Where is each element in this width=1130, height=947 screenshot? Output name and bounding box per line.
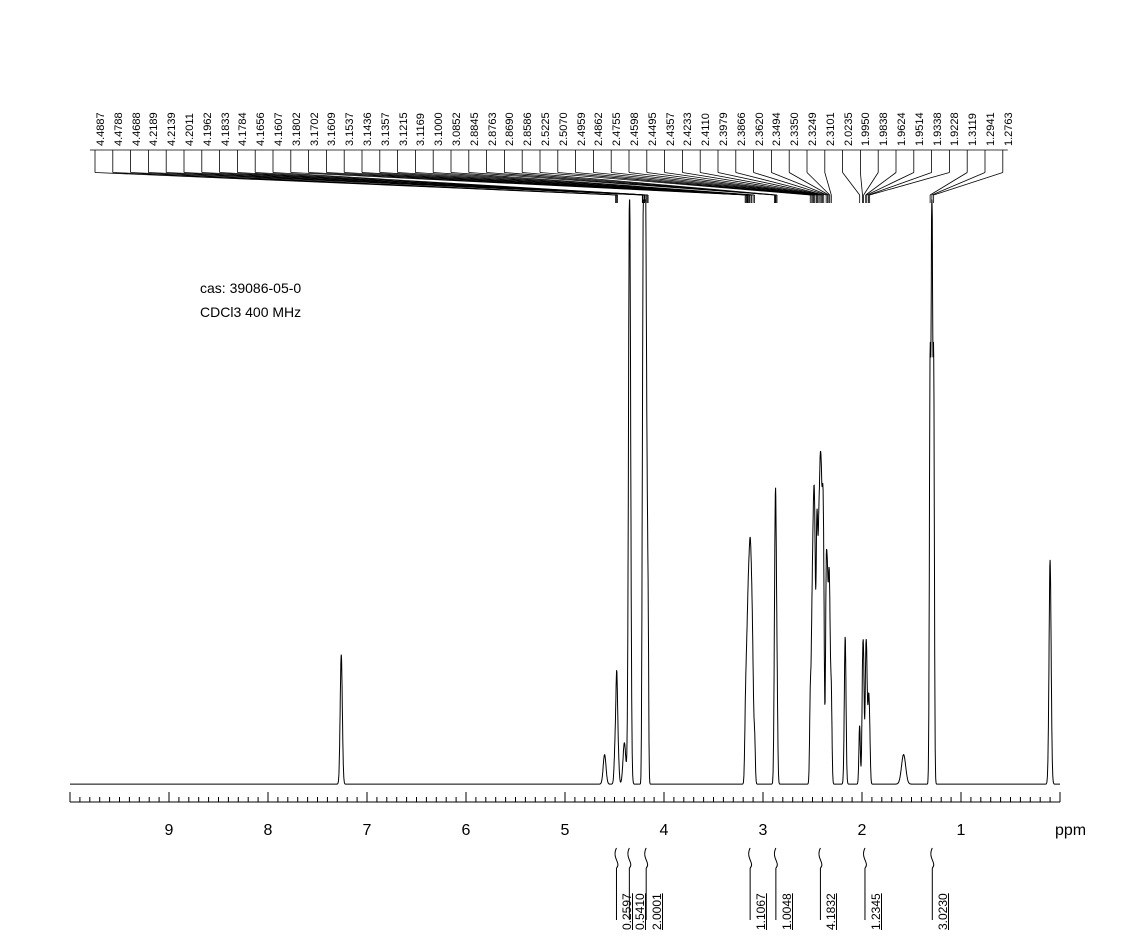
nmr-spectrum-page: cas: 39086-05-0 CDCl3 400 MHz ppm 4.4887… [0,0,1130,947]
peak-label: 4.2139 [166,112,178,146]
peak-label: 3.1802 [291,112,303,146]
peak-label: 3.1215 [398,112,410,146]
x-axis-tick-label: 8 [264,822,273,840]
peak-label: 4.1833 [220,112,232,146]
peak-label: 3.1537 [344,112,356,146]
peak-label: 1.2941 [985,112,997,146]
peak-label: 4.1656 [255,112,267,146]
peak-label: 2.4357 [665,112,677,146]
peak-label: 1.9624 [896,112,908,146]
peak-label: 2.4233 [682,112,694,146]
peak-label: 1.3119 [967,113,979,146]
x-axis-tick-label: 1 [957,822,966,840]
peak-label: 2.0235 [843,112,855,146]
peak-label: 3.1169 [415,113,427,146]
peak-label: 1.9950 [860,112,872,146]
peak-label: 2.3101 [825,112,837,146]
peak-label: 4.4887 [95,112,107,146]
peak-label: 4.2189 [148,112,160,146]
integral-label: 0.5410 [633,893,647,930]
peak-label: 1.9514 [914,112,926,146]
peak-label: 4.1962 [202,112,214,146]
peak-label: 2.4110 [700,113,712,146]
peak-label: 4.1607 [273,112,285,146]
peak-label: 2.3979 [718,112,730,146]
peak-label: 4.2011 [184,113,196,146]
solvent-freq-label: CDCl3 400 MHz [200,304,301,320]
x-axis-tick-label: 4 [660,822,669,840]
peak-label: 4.4788 [113,112,125,146]
peak-label: 2.3350 [789,112,801,146]
peak-label: 3.1702 [309,112,321,146]
x-axis-tick-label: 2 [858,822,867,840]
x-axis-unit: ppm [1055,822,1086,840]
peak-label: 2.3866 [736,112,748,146]
peak-label: 2.5070 [558,112,570,146]
peak-label: 3.1609 [326,112,338,146]
peak-label: 2.4959 [576,112,588,146]
integral-label: 3.0230 [936,893,950,930]
peak-label: 4.4688 [131,112,143,146]
integral-label: 1.0048 [780,893,794,930]
peak-label: 2.3620 [754,112,766,146]
peak-label: 3.1436 [362,112,374,146]
peak-label: 1.9338 [932,112,944,146]
peak-label: 2.3249 [807,112,819,146]
peak-label: 4.1784 [237,112,249,146]
peak-label: 2.4495 [647,112,659,146]
integral-label: 1.1067 [754,893,768,930]
peak-label: 1.9228 [949,112,961,146]
peak-label: 2.4598 [629,112,641,146]
peak-label: 3.0852 [451,112,463,146]
x-axis-tick-label: 3 [759,822,768,840]
peak-label: 2.3494 [771,112,783,146]
peak-label: 2.4862 [593,112,605,146]
integral-label: 2.0001 [650,893,664,930]
peak-label: 3.1000 [433,112,445,146]
integral-label: 4.1832 [824,893,838,930]
peak-label: 2.8586 [522,112,534,146]
cas-label: cas: 39086-05-0 [200,280,301,296]
peak-label: 3.1357 [380,112,392,146]
peak-label: 2.8690 [504,112,516,146]
peak-label: 2.8845 [469,112,481,146]
x-axis-tick-label: 9 [165,822,174,840]
peak-label: 2.4755 [611,112,623,146]
peak-label: 1.9838 [878,112,890,146]
peak-label: 1.2763 [1003,112,1015,146]
x-axis-tick-label: 7 [363,822,372,840]
peak-label: 2.8763 [487,112,499,146]
x-axis-tick-label: 6 [462,822,471,840]
peak-label: 2.5225 [540,112,552,146]
integral-label: 1.2345 [869,893,883,930]
x-axis-tick-label: 5 [561,822,570,840]
